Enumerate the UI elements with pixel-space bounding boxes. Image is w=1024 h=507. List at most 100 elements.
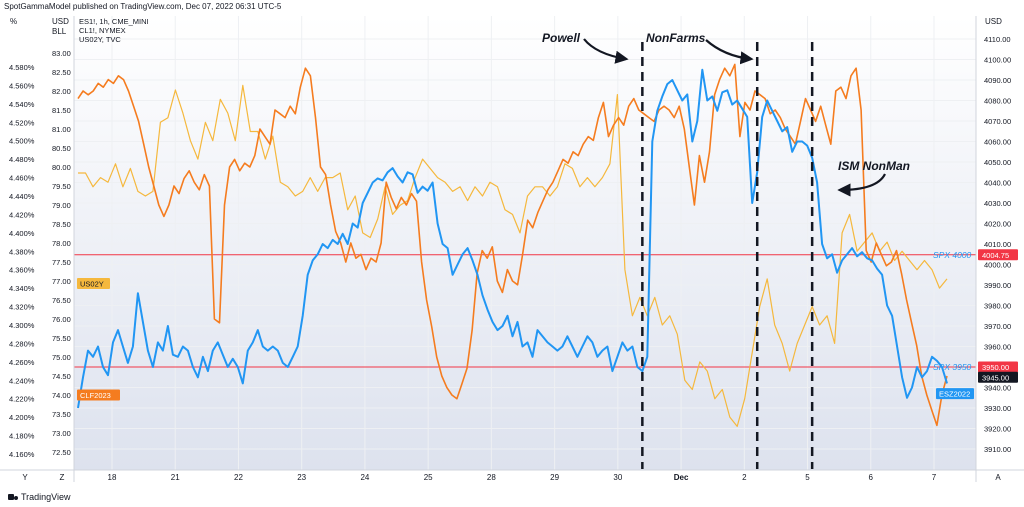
left-tick-yield: 4.460% [9,174,35,183]
left-tick-yield: 4.580% [9,63,35,72]
left-tick-yield: 4.360% [9,266,35,275]
left-tick-crude: 82.50 [52,68,71,77]
right-axis-unit: USD [985,17,1002,26]
left-tick-crude: 81.50 [52,106,71,115]
chart-area[interactable]: SPX 4000 SPX 3950 Powell NonFarms ISM NonMa… [0,14,1024,484]
right-tick: 4050.00 [984,158,1011,167]
annotation-arrow [837,173,886,197]
left-tick-yield: 4.240% [9,376,35,385]
series-line-esz2022[interactable] [77,68,948,409]
left-tick-crude: 74.50 [52,372,71,381]
left-tick-yield: 4.440% [9,192,35,201]
right-tick: 3990.00 [984,281,1011,290]
left-tick-yield: 4.200% [9,413,35,422]
series-tag-us02y [77,278,110,290]
left-tick-yield: 4.160% [9,450,35,459]
left-tick-yield: 4.480% [9,155,35,164]
left-tick-crude: 78.00 [52,239,71,248]
corner-label-a: A [995,473,1001,482]
right-tick: 4040.00 [984,179,1011,188]
chart-svg[interactable]: SPX 4000 SPX 3950 Powell NonFarms ISM NonMa… [0,14,1024,484]
left-tick-crude: 83.00 [52,49,71,58]
right-tick: 3940.00 [984,384,1011,393]
right-tick: 4010.00 [984,240,1011,249]
legend-line: CL1!, NYMEX [79,26,126,35]
x-tick-label: 24 [360,473,369,482]
left-tick-yield: 4.380% [9,247,35,256]
left-tick-crude: 79.00 [52,201,71,210]
footer: TradingView [0,487,1024,507]
annotation-arrow [583,38,629,64]
left-tick-yield: 4.520% [9,118,35,127]
left-tick-yield: 4.540% [9,100,35,109]
legend-line: US02Y, TVC [79,35,121,44]
level-line-label: SPX 4000 [933,250,972,260]
x-tick-label: 5 [805,473,810,482]
x-tick-label: 30 [613,473,622,482]
left-tick-crude: 75.50 [52,334,71,343]
left-tick-crude: 80.50 [52,144,71,153]
legend-line: ES1!, 1h, CME_MINI [79,17,149,26]
tradingview-brand-text: TradingView [21,492,71,502]
right-tick: 4110.00 [984,35,1011,44]
left-tick-crude: 72.50 [52,448,71,457]
right-tick: 4090.00 [984,76,1011,85]
left-tick-crude: 73.50 [52,410,71,419]
series-tag-clf2023 [77,389,120,401]
left-tick-crude: 78.50 [52,220,71,229]
price-label [978,371,1018,383]
left-tick-yield: 4.560% [9,81,35,90]
left-tick-yield: 4.280% [9,339,35,348]
right-tick: 3970.00 [984,322,1011,331]
series-line-clf2023[interactable] [77,63,948,427]
left-tick-crude: 76.00 [52,315,71,324]
right-axis-background [976,16,1024,470]
left-tick-yield: 4.320% [9,303,35,312]
left-tick-crude: 82.00 [52,87,71,96]
left-tick-yield: 4.340% [9,284,35,293]
x-tick-label: 2 [742,473,747,482]
series-tag-text: US02Y [80,280,104,289]
series-tag-esz2022 [936,388,974,400]
left-tick-yield: 4.180% [9,432,35,441]
left-axis-sublabel: BLL [52,27,67,36]
right-tick: 3960.00 [984,343,1011,352]
left-tick-crude: 76.50 [52,296,71,305]
price-label [978,361,1018,373]
left-tick-crude: 75.00 [52,353,71,362]
right-tick: 4100.00 [984,56,1011,65]
right-tick: 3920.00 [984,425,1011,434]
x-tick-label: 6 [869,473,874,482]
right-tick: 4080.00 [984,97,1011,106]
series-tag-text: ESZ2022 [939,390,970,399]
series-line-us02y[interactable] [78,84,948,427]
right-tick: 4020.00 [984,220,1011,229]
x-tick-label: 7 [932,473,937,482]
x-tick-label: 18 [108,473,117,482]
x-tick-label: Dec [674,473,689,482]
left-tick-crude: 74.00 [52,391,71,400]
x-tick-label: 23 [297,473,306,482]
left-axis-unit-usd: USD [52,17,69,26]
left-tick-yield: 4.300% [9,321,35,330]
price-label-text: 3950.00 [982,363,1009,372]
level-line-label: SPX 3950 [933,362,972,372]
right-tick: 3910.00 [984,445,1011,454]
left-tick-crude: 73.00 [52,429,71,438]
publish-header: SpotGammaModel published on TradingView.… [4,2,282,11]
right-tick: 3980.00 [984,302,1011,311]
corner-label-z: Z [60,473,65,482]
x-tick-label: 25 [424,473,433,482]
annotation-label: NonFarms [646,31,706,45]
price-label [978,249,1018,261]
left-tick-yield: 4.500% [9,137,35,146]
right-tick: 4000.00 [984,261,1011,270]
tradingview-logo[interactable]: TradingView [8,492,71,502]
left-tick-crude: 77.00 [52,277,71,286]
left-tick-crude: 80.00 [52,163,71,172]
right-tick: 3930.00 [984,404,1011,413]
tradingview-logo-icon [8,493,18,501]
annotation-label: Powell [542,31,581,45]
left-tick-crude: 81.00 [52,125,71,134]
price-label-text: 3945.00 [982,373,1009,382]
